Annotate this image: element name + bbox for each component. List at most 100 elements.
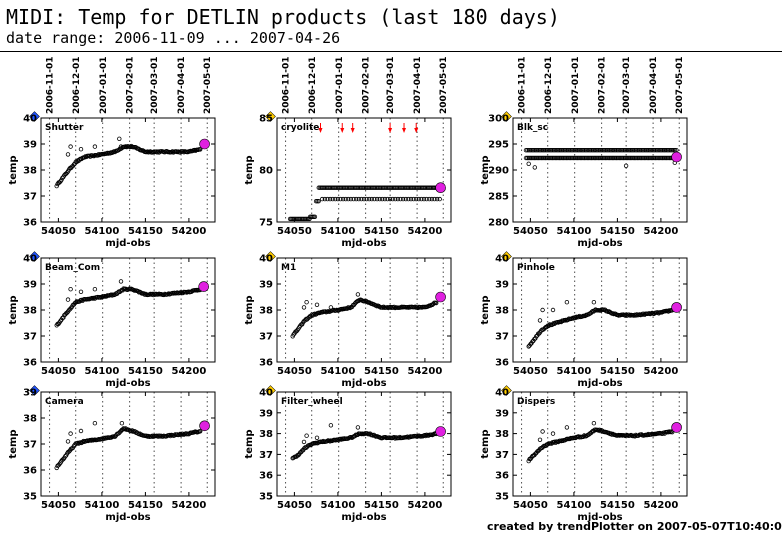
data-point <box>526 147 531 153</box>
data-point <box>327 196 333 202</box>
x-tick-label: 54050 <box>277 500 312 511</box>
y-tick-label: 290 <box>488 166 509 177</box>
data-point <box>408 196 414 202</box>
data-point <box>575 155 580 161</box>
y-tick-label: 37 <box>23 192 37 203</box>
data-point <box>587 155 593 161</box>
x-tick-label: 54100 <box>321 500 356 511</box>
data-point <box>636 155 641 161</box>
top-date-tick-label: 2007-03-01 <box>150 56 160 114</box>
status-badge-icon <box>501 251 512 262</box>
x-axis-label: mjd-obs <box>577 512 622 523</box>
data-point <box>623 163 629 168</box>
y-tick-label: 40 <box>495 254 509 265</box>
data-point <box>597 155 602 161</box>
data-point <box>526 155 531 161</box>
x-axis-label: mjd-obs <box>577 238 622 249</box>
x-tick-label: 54200 <box>172 226 207 237</box>
footer-credit: created by trendPlotter on 2007-05-07T10… <box>487 520 782 533</box>
data-point <box>547 155 552 161</box>
top-date-tick-label: 2006-12-01 <box>72 56 82 114</box>
data-point <box>628 155 633 161</box>
x-tick-label: 54150 <box>128 500 163 511</box>
data-point <box>539 155 544 161</box>
data-point <box>555 155 561 161</box>
data-point <box>400 196 406 202</box>
top-date-tick-label: 2007-01-01 <box>571 56 581 114</box>
date-range-subtitle: date range: 2006-11-09 ... 2007-04-26 <box>6 29 341 47</box>
data-point <box>539 147 544 153</box>
y-tick-label: 38 <box>259 306 273 317</box>
y-tick-label: 35 <box>495 492 509 503</box>
data-point <box>667 147 672 153</box>
data-point <box>650 155 655 161</box>
data-point <box>610 147 615 153</box>
data-point <box>608 155 614 161</box>
data-point <box>361 196 367 202</box>
warning-arrow <box>350 128 355 133</box>
panel-title: Dispers <box>517 397 555 407</box>
data-point <box>624 155 629 161</box>
data-point <box>649 147 654 153</box>
data-point <box>161 292 166 298</box>
data-point <box>597 147 602 153</box>
data-point <box>572 147 577 153</box>
page-title: MIDI: Temp for DETLIN products (last 180… <box>6 5 560 29</box>
y-tick-label: 37 <box>495 450 509 461</box>
plot-frame <box>276 117 452 223</box>
data-point <box>301 305 307 310</box>
data-point <box>568 155 573 161</box>
data-point <box>372 196 377 202</box>
data-point <box>654 155 660 161</box>
data-point <box>614 147 619 153</box>
y-tick-label: 40 <box>259 254 273 265</box>
data-point <box>119 421 125 426</box>
data-point <box>543 147 548 153</box>
y-tick-label: 36 <box>23 466 37 477</box>
top-date-tick-label: 2006-12-01 <box>308 56 318 114</box>
data-point <box>197 429 203 434</box>
data-point <box>78 289 84 294</box>
data-point <box>528 155 533 161</box>
data-point <box>590 155 596 161</box>
data-point <box>333 196 338 202</box>
top-date-tick-label: 2006-12-01 <box>544 56 554 114</box>
data-point <box>548 155 554 161</box>
y-axis-label: temp <box>8 429 19 458</box>
data-point <box>642 155 647 161</box>
y-tick-label: 38 <box>23 166 37 177</box>
x-tick-label: 54200 <box>172 500 207 511</box>
x-tick-label: 54150 <box>600 226 635 237</box>
data-point <box>664 147 669 153</box>
data-point <box>612 147 618 153</box>
data-point <box>554 147 559 153</box>
data-point <box>550 147 555 153</box>
data-point <box>612 155 618 161</box>
data-point <box>68 287 73 292</box>
data-point <box>631 155 636 161</box>
data-point <box>117 136 122 141</box>
data-point <box>576 147 582 153</box>
data-point <box>359 196 364 202</box>
data-point <box>670 147 675 153</box>
y-tick-label: 37 <box>259 450 273 461</box>
x-tick-label: 54100 <box>85 500 120 511</box>
status-badge-icon <box>265 385 276 396</box>
data-point <box>406 196 411 202</box>
data-point <box>80 439 85 445</box>
data-point <box>593 147 598 153</box>
data-point <box>572 155 577 161</box>
data-point <box>330 196 335 202</box>
status-badge-icon <box>29 385 40 396</box>
x-tick-label: 54200 <box>172 366 207 377</box>
x-tick-label: 54200 <box>644 500 679 511</box>
data-point <box>585 155 590 161</box>
x-tick-label: 54100 <box>557 366 592 377</box>
data-point <box>643 155 648 161</box>
data-point <box>537 318 543 323</box>
data-point <box>535 147 540 153</box>
status-badge-icon <box>29 251 40 262</box>
data-point <box>628 147 633 153</box>
data-point <box>650 147 655 153</box>
data-point <box>78 146 84 152</box>
